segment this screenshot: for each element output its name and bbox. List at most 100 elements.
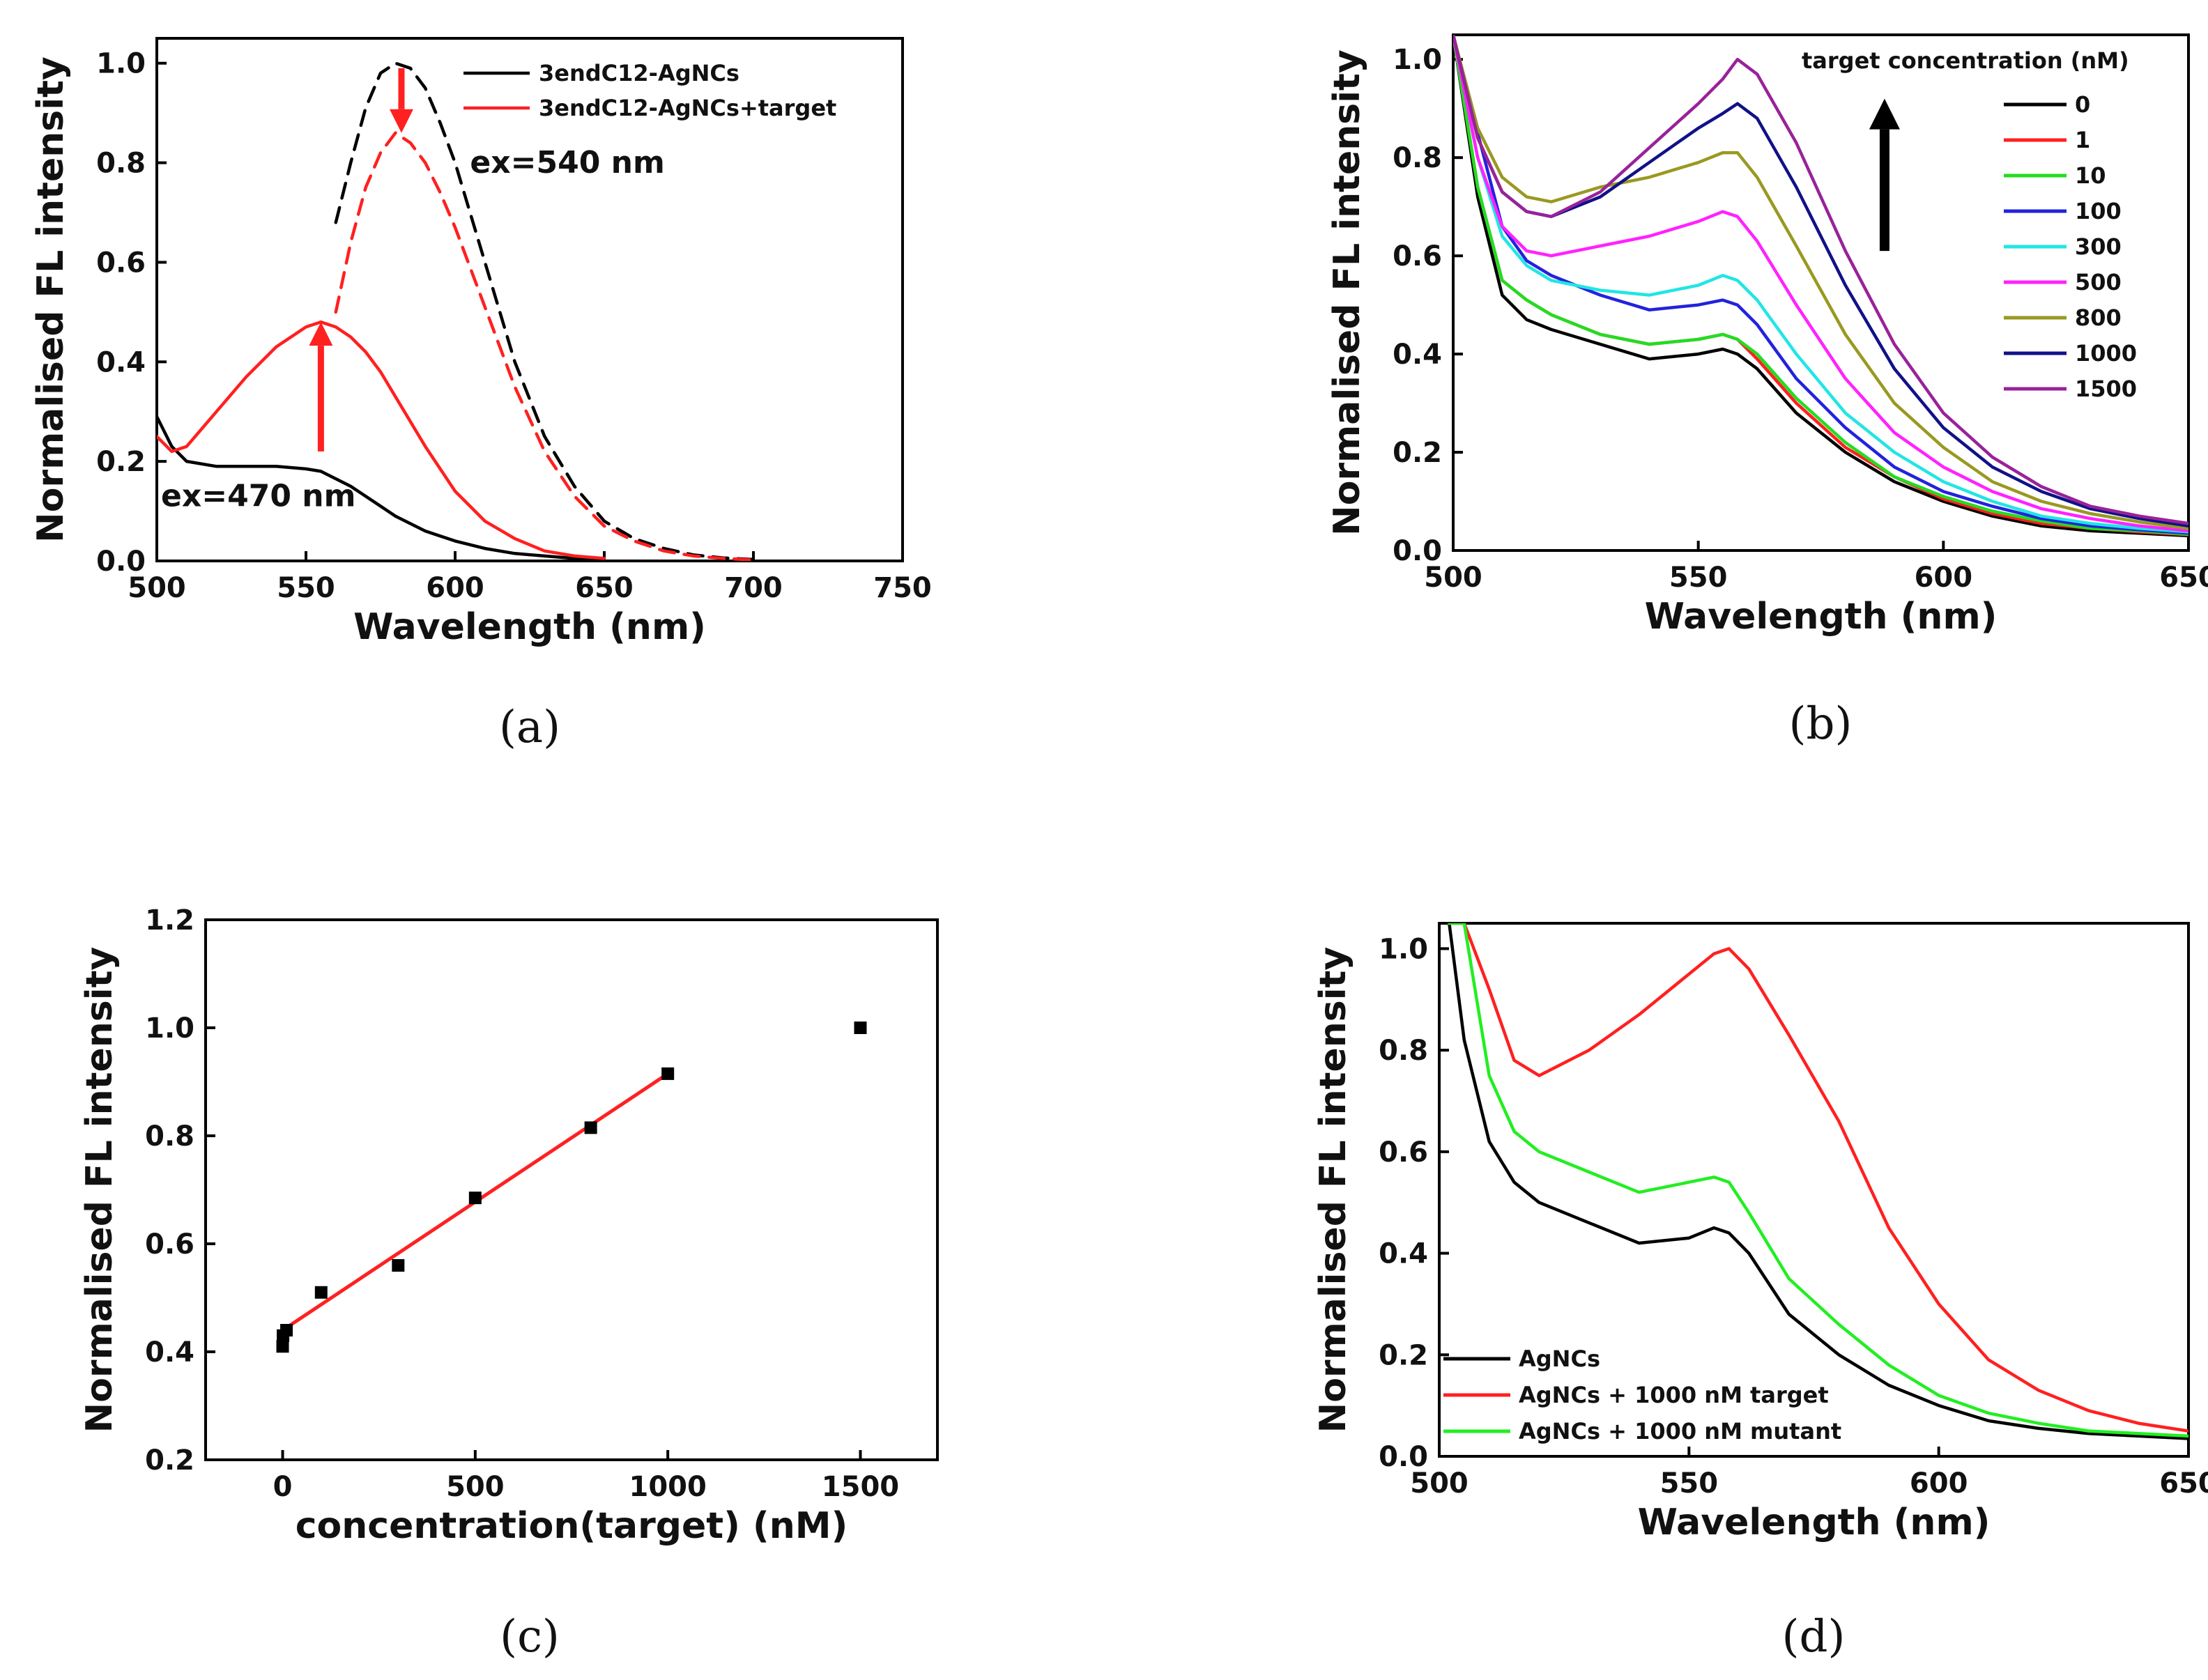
- series-line-ex470: [157, 320, 606, 560]
- legend-entry: AgNCs: [1519, 1346, 1600, 1372]
- arrow-down-head: [389, 109, 413, 133]
- x-tick-label: 700: [724, 572, 783, 604]
- data-point: [584, 1121, 597, 1134]
- legend-entry: 1000: [2075, 340, 2137, 367]
- annotation-ex540: ex=540 nm: [470, 145, 664, 180]
- data-point: [392, 1259, 405, 1272]
- legend-entry: 3endC12-AgNCs+target: [539, 95, 836, 121]
- y-tick-label: 0.0: [1379, 1441, 1428, 1473]
- y-tick-label: 1.2: [145, 904, 194, 937]
- y-tick-label: 1.0: [1379, 933, 1428, 965]
- series-line-1500: [1453, 35, 2188, 525]
- series-line-0: [1453, 35, 2188, 538]
- plot-area: [157, 61, 756, 561]
- x-tick-label: 550: [277, 572, 335, 604]
- series-line-500: [1453, 35, 2188, 533]
- legend-entry: 1500: [2075, 376, 2137, 402]
- legend-entry: AgNCs + 1000 nM target: [1519, 1382, 1829, 1408]
- panel-label: (b): [1789, 698, 1853, 750]
- x-tick-label: 600: [1915, 562, 1973, 594]
- x-axis-label: Wavelength (nm): [1645, 596, 1998, 638]
- y-tick-label: 0.2: [1379, 1339, 1428, 1371]
- x-tick-label: 500: [446, 1471, 505, 1503]
- panel-c: 0 500 1000 1500 0.2 0.4 0.6 0.8 1.0 1.2 concentrat…: [79, 904, 939, 1663]
- y-tick-label: 0.8: [1379, 1035, 1428, 1067]
- data-point: [276, 1340, 289, 1353]
- plot-area: [1448, 923, 2188, 1440]
- panel-a: 500 550 600 650 700 750 0.0 0.2 0.4 0.6 0.8 1.0 Wave…: [30, 37, 932, 753]
- x-tick-label: 650: [575, 572, 634, 604]
- x-tick-label: 650: [2159, 1467, 2208, 1500]
- y-axis-label: Normalised FL intensity: [30, 56, 72, 543]
- legend-entry: 10: [2075, 162, 2106, 189]
- legend-title: target concentration (nM): [1802, 47, 2129, 74]
- panel-d: 500 550 600 650 0.0 0.2 0.4 0.6 0.8 1.0 Wavelength…: [1312, 922, 2208, 1663]
- y-tick-label: 1.0: [96, 48, 146, 80]
- x-axis-label: Wavelength (nm): [1638, 1502, 1991, 1543]
- legend-entry: 1: [2075, 127, 2090, 153]
- plot-area: [276, 1022, 867, 1353]
- y-tick-label: 0.6: [1393, 240, 1442, 272]
- y-tick-label: 0.4: [96, 346, 146, 378]
- y-tick-label: 0.6: [1379, 1136, 1428, 1169]
- x-axis-label: Wavelength (nm): [353, 606, 706, 648]
- series-line-AgNCs + 1000 nM mutant: [1448, 923, 2188, 1438]
- x-tick-label: 750: [873, 572, 932, 604]
- data-point: [314, 1286, 328, 1299]
- arrow-up-head: [309, 322, 333, 346]
- plot-frame: [204, 918, 939, 1461]
- panel-b: 500 550 600 650 0.0 0.2 0.4 0.6 0.8 1.0 Wavelength…: [1326, 33, 2208, 750]
- plot-frame: [155, 37, 904, 562]
- x-tick-label: 550: [1669, 562, 1728, 594]
- legend-entry: 100: [2075, 198, 2122, 224]
- legend-entry: 0: [2075, 91, 2090, 118]
- y-tick-label: 0.0: [96, 546, 146, 578]
- y-tick-label: 0.4: [1393, 339, 1442, 371]
- x-tick-label: 550: [1660, 1467, 1719, 1500]
- data-point: [661, 1067, 675, 1080]
- plot-frame: [1438, 922, 2190, 1458]
- series-line-100: [1453, 35, 2188, 535]
- y-tick-label: 0.4: [145, 1336, 194, 1369]
- y-axis-label: Normalised FL intensity: [1312, 947, 1354, 1433]
- y-tick-label: 0.0: [1393, 535, 1442, 567]
- x-tick-label: 0: [273, 1471, 293, 1503]
- panel-label: (a): [499, 702, 560, 753]
- legend-entry: 800: [2075, 305, 2122, 331]
- y-tick-label: 0.2: [145, 1444, 194, 1477]
- y-tick-label: 0.8: [1393, 142, 1442, 174]
- x-axis-label: concentration(target) (nM): [296, 1505, 848, 1547]
- data-point: [854, 1022, 867, 1034]
- legend-entry: 500: [2075, 269, 2122, 295]
- x-tick-label: 500: [1424, 562, 1482, 594]
- y-tick-label: 0.8: [96, 148, 146, 180]
- series-line-AgNCs: [1448, 923, 2188, 1440]
- y-tick-label: 1.0: [145, 1012, 194, 1045]
- series-line-ex470: [157, 415, 606, 561]
- legend-entry: AgNCs + 1000 nM mutant: [1519, 1418, 1841, 1444]
- x-tick-label: 1000: [629, 1471, 706, 1503]
- plot-frame: [1452, 33, 2190, 552]
- panel-label: (c): [500, 1611, 560, 1663]
- x-tick-label: 600: [1910, 1467, 1968, 1500]
- y-tick-label: 0.6: [145, 1228, 194, 1261]
- y-tick-label: 1.0: [1393, 44, 1442, 76]
- x-tick-label: 1500: [822, 1471, 899, 1503]
- concentration-arrow-head: [1869, 98, 1900, 130]
- series-line-ex540: [334, 131, 756, 561]
- series-line-300: [1453, 35, 2188, 534]
- y-tick-label: 0.2: [1393, 437, 1442, 469]
- series-line-AgNCs + 1000 nM target: [1448, 923, 2188, 1433]
- panel-label: (d): [1782, 1611, 1846, 1663]
- x-tick-label: 500: [1410, 1467, 1469, 1500]
- series-line-10: [1453, 35, 2188, 536]
- legend-entry: 300: [2075, 233, 2122, 260]
- x-tick-label: 500: [128, 572, 186, 604]
- x-tick-label: 650: [2159, 562, 2208, 594]
- y-axis-label: Normalised FL intensity: [1326, 49, 1368, 536]
- annotation-ex470: ex=470 nm: [161, 478, 355, 514]
- y-tick-label: 0.8: [145, 1120, 194, 1153]
- y-tick-label: 0.2: [96, 446, 146, 478]
- y-tick-label: 0.6: [96, 247, 146, 279]
